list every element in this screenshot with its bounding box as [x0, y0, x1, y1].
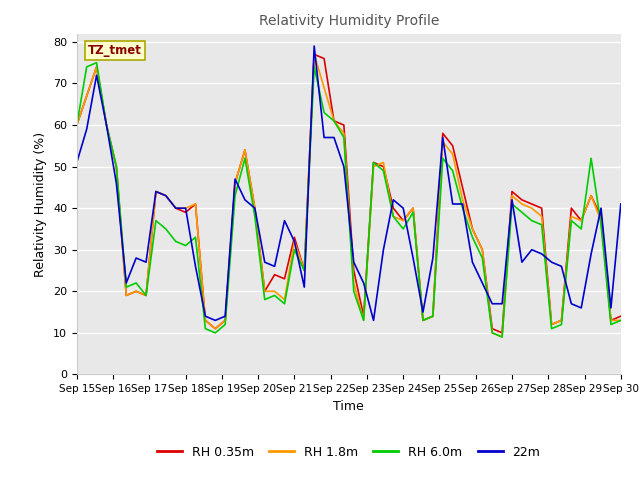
22m: [449, 201, 456, 207]
Line: RH 0.35m: RH 0.35m: [77, 54, 621, 333]
Title: Relativity Humidity Profile: Relativity Humidity Profile: [259, 14, 439, 28]
22m: [617, 201, 625, 207]
Line: RH 6.0m: RH 6.0m: [77, 63, 621, 337]
RH 6.0m: [83, 64, 90, 70]
Text: TZ_tmet: TZ_tmet: [88, 44, 141, 57]
RH 1.8m: [439, 139, 447, 144]
RH 0.35m: [439, 131, 447, 136]
22m: [211, 317, 219, 323]
RH 0.35m: [390, 205, 397, 211]
RH 0.35m: [617, 313, 625, 319]
22m: [508, 197, 516, 203]
RH 1.8m: [499, 334, 506, 340]
RH 6.0m: [390, 214, 397, 219]
RH 6.0m: [281, 301, 289, 307]
RH 6.0m: [93, 60, 100, 66]
22m: [83, 126, 90, 132]
RH 6.0m: [617, 317, 625, 323]
22m: [310, 43, 318, 49]
RH 0.35m: [271, 272, 278, 277]
22m: [399, 205, 407, 211]
22m: [429, 255, 436, 261]
RH 1.8m: [310, 51, 318, 57]
Y-axis label: Relativity Humidity (%): Relativity Humidity (%): [35, 132, 47, 276]
X-axis label: Time: Time: [333, 400, 364, 413]
RH 1.8m: [83, 93, 90, 99]
RH 0.35m: [73, 122, 81, 128]
RH 1.8m: [271, 288, 278, 294]
RH 6.0m: [73, 122, 81, 128]
RH 6.0m: [499, 334, 506, 340]
RH 0.35m: [499, 330, 506, 336]
RH 6.0m: [439, 156, 447, 161]
Legend: RH 0.35m, RH 1.8m, RH 6.0m, 22m: RH 0.35m, RH 1.8m, RH 6.0m, 22m: [152, 441, 545, 464]
Line: 22m: 22m: [77, 46, 621, 320]
RH 1.8m: [419, 317, 427, 323]
RH 6.0m: [419, 317, 427, 323]
RH 1.8m: [390, 214, 397, 219]
RH 0.35m: [508, 189, 516, 194]
RH 0.35m: [83, 93, 90, 99]
RH 6.0m: [508, 201, 516, 207]
RH 1.8m: [73, 122, 81, 128]
RH 1.8m: [617, 317, 625, 323]
22m: [73, 159, 81, 165]
RH 1.8m: [508, 193, 516, 199]
22m: [281, 218, 289, 224]
RH 0.35m: [419, 317, 427, 323]
Line: RH 1.8m: RH 1.8m: [77, 54, 621, 337]
RH 0.35m: [310, 51, 318, 57]
